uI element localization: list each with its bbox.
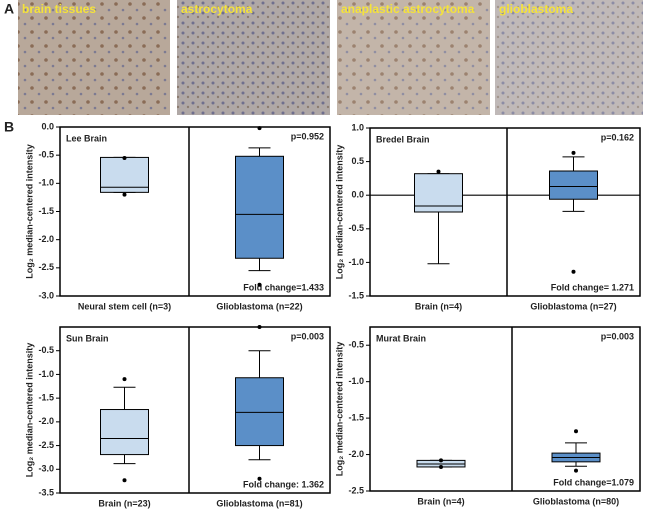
micrograph [18, 0, 170, 115]
y-tick-label: -1.0 [38, 178, 54, 188]
outlier [574, 429, 578, 434]
y-tick-label: -3.5 [38, 487, 54, 497]
y-tick-label: -2.0 [38, 416, 54, 426]
chart-title: Sun Brain [66, 333, 109, 343]
x-tick-label: Brain (n=23) [98, 498, 150, 508]
box [235, 377, 284, 447]
outlier [571, 269, 576, 274]
image-label: astrocytoma [181, 2, 253, 16]
fold-change: Fold change=1.079 [553, 477, 634, 487]
y-tick-label: -3.0 [38, 290, 54, 300]
y-tick-label: -2.5 [348, 485, 364, 495]
micrograph [177, 0, 330, 115]
x-tick-label: Glioblastoma (n=22) [216, 301, 302, 311]
y-tick-label: 0.5 [351, 156, 364, 166]
y-tick-label: 1.0 [351, 122, 364, 132]
outlier [571, 150, 576, 155]
box [549, 170, 598, 200]
outlier [257, 126, 262, 131]
y-tick-label: -1.5 [348, 412, 364, 422]
y-tick-label: -0.5 [348, 223, 364, 233]
y-tick-label: -1.0 [38, 369, 54, 379]
y-tick-label: -0.5 [38, 150, 54, 160]
y-tick-label: -2.5 [38, 262, 54, 272]
outlier [122, 155, 127, 160]
p-value: p=0.162 [601, 132, 634, 142]
outlier [257, 325, 262, 329]
panel-label: A [4, 1, 14, 17]
y-axis-label: Log₂ median-centered intensity [334, 342, 344, 477]
outlier [257, 282, 262, 287]
y-tick-label: -1.0 [348, 257, 364, 267]
y-tick-label: -2.0 [348, 449, 364, 459]
plot-frame [369, 326, 641, 492]
fold-change: Fold change= 1.271 [551, 282, 634, 292]
x-tick-label: Glioblastoma (n=81) [216, 498, 302, 508]
chart-title: Bredel Brain [376, 134, 430, 144]
outlier [257, 476, 262, 481]
y-tick-label: -1.5 [348, 290, 364, 300]
y-tick-label: -0.5 [38, 345, 54, 355]
p-value: p=0.003 [291, 331, 324, 341]
image-label: brain tissues [22, 2, 96, 16]
outlier [574, 468, 578, 473]
fold-change: Fold change=1.433 [243, 282, 324, 292]
p-value: p=0.003 [601, 331, 634, 341]
fold-change: Fold change: 1.362 [243, 479, 324, 489]
x-tick-label: Brain (n=4) [415, 301, 462, 311]
chart-title: Lee Brain [66, 133, 107, 143]
x-tick-label: Neural stem cell (n=3) [78, 301, 171, 311]
outlier [122, 192, 127, 197]
micrograph [337, 0, 490, 115]
chart-title: Murat Brain [376, 333, 426, 343]
outlier [122, 377, 127, 382]
box [100, 409, 149, 456]
x-tick-label: Glioblastoma (n=80) [533, 496, 619, 506]
y-tick-label: -1.5 [38, 206, 54, 216]
y-tick-label: 0.0 [41, 121, 54, 131]
y-axis-label: Log₂ median-centered intensity [24, 343, 34, 478]
y-tick-label: -2.0 [38, 234, 54, 244]
x-tick-label: Brain (n=4) [417, 496, 464, 506]
p-value: p=0.952 [291, 131, 324, 141]
y-tick-label: 0.0 [351, 190, 364, 200]
y-axis-label: Log₂ median-centered intensity [24, 144, 34, 279]
plot-frame [369, 127, 641, 297]
outlier [439, 458, 443, 463]
panel-label: B [4, 119, 14, 135]
y-axis-label: Log₂ median-centered intensity [334, 145, 344, 280]
outlier [122, 478, 127, 483]
x-tick-label: Glioblastoma (n=27) [530, 301, 616, 311]
box [235, 155, 284, 259]
y-tick-label: -0.5 [348, 340, 364, 350]
y-tick-label: -1.0 [348, 376, 364, 386]
image-label: glioblastoma [499, 2, 573, 16]
y-tick-label: -3.0 [38, 464, 54, 474]
micrograph [495, 0, 643, 115]
image-label: anaplastic astrocytoma [341, 2, 475, 16]
outlier [439, 464, 443, 469]
y-tick-label: -1.5 [38, 393, 54, 403]
outlier [436, 169, 441, 174]
plot-frame [59, 326, 331, 494]
y-tick-label: -2.5 [38, 440, 54, 450]
plot-frame [59, 126, 331, 297]
